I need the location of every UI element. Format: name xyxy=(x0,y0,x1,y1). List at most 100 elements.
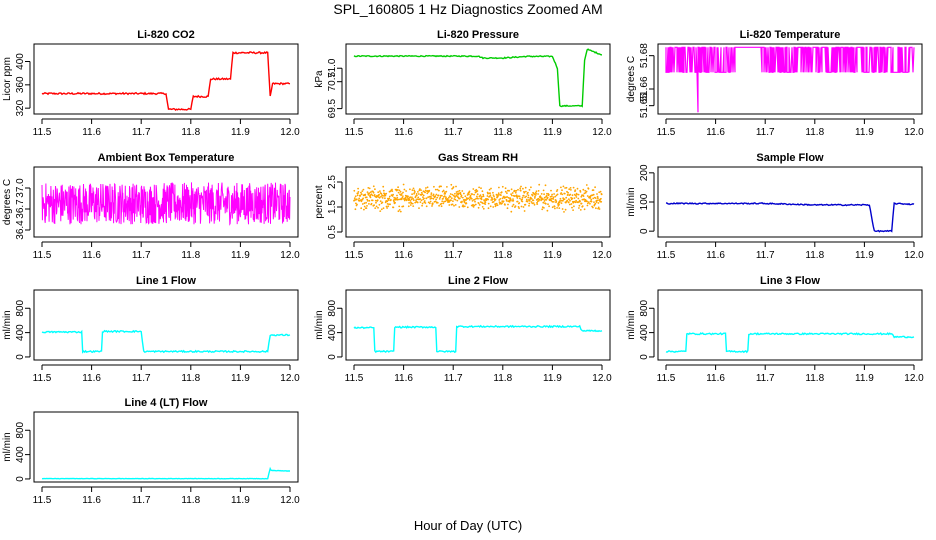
data-point xyxy=(511,205,514,208)
data-point xyxy=(412,197,414,200)
x-tick-label: 11.8 xyxy=(493,127,512,138)
data-point xyxy=(452,186,455,188)
data-point xyxy=(384,197,386,200)
x-tick-label: 11.9 xyxy=(855,373,874,384)
data-point xyxy=(492,194,495,197)
data-point xyxy=(360,200,363,203)
data-point xyxy=(478,204,481,206)
data-point xyxy=(484,203,487,206)
data-point xyxy=(455,185,457,188)
data-point xyxy=(430,192,433,195)
data-point xyxy=(482,195,485,198)
data-point xyxy=(575,199,577,202)
panel-title: Sample Flow xyxy=(756,152,824,164)
y-tick-label: 400 xyxy=(15,324,26,341)
x-tick-label: 11.6 xyxy=(394,250,413,261)
x-tick-label: 11.5 xyxy=(657,250,676,261)
data-point xyxy=(440,205,443,208)
data-point xyxy=(420,191,423,194)
data-point xyxy=(597,197,599,200)
data-point xyxy=(547,203,549,206)
data-point xyxy=(368,199,371,202)
data-point xyxy=(419,201,422,204)
data-point xyxy=(376,199,379,202)
data-point xyxy=(442,202,445,205)
data-point xyxy=(371,199,374,202)
data-point xyxy=(366,200,369,202)
x-tick-label: 11.8 xyxy=(805,127,824,138)
data-point xyxy=(537,190,540,192)
data-point xyxy=(380,192,383,195)
data-point xyxy=(366,191,369,194)
data-point xyxy=(586,195,589,197)
data-point xyxy=(415,193,418,195)
data-point xyxy=(463,192,465,195)
data-point xyxy=(547,193,550,196)
x-tick-label: 11.5 xyxy=(657,127,676,138)
data-point xyxy=(507,203,509,206)
data-point xyxy=(531,202,534,205)
data-point xyxy=(416,198,418,201)
data-point xyxy=(499,198,502,200)
data-point xyxy=(571,194,574,197)
data-point xyxy=(359,194,362,197)
data-point xyxy=(543,200,546,202)
data-point xyxy=(530,186,532,189)
data-point xyxy=(357,192,359,195)
panel-title: Ambient Box Temperature xyxy=(98,152,235,164)
data-point xyxy=(420,189,422,192)
data-point xyxy=(509,198,512,201)
data-point xyxy=(564,208,567,211)
data-point xyxy=(581,205,584,208)
y-axis-label: ml/min xyxy=(314,310,325,339)
data-point xyxy=(409,200,412,202)
data-point xyxy=(530,201,533,203)
x-tick-label: 11.5 xyxy=(33,495,52,506)
data-point xyxy=(447,196,450,199)
data-point xyxy=(443,195,446,198)
data-point xyxy=(504,204,506,206)
data-point xyxy=(354,195,357,198)
data-point xyxy=(510,210,513,213)
data-point xyxy=(496,195,499,198)
data-point xyxy=(554,207,556,210)
data-point xyxy=(445,190,448,193)
data-point xyxy=(368,187,371,190)
data-point xyxy=(512,203,515,206)
data-point xyxy=(365,207,368,210)
data-point xyxy=(521,196,524,199)
data-point xyxy=(421,202,424,205)
data-point xyxy=(357,187,359,190)
data-point xyxy=(552,201,555,203)
x-tick-label: 12.0 xyxy=(280,495,300,506)
data-point xyxy=(566,193,569,196)
data-point xyxy=(501,185,504,188)
data-point xyxy=(546,209,549,212)
x-tick-label: 11.7 xyxy=(756,127,775,138)
data-point xyxy=(522,206,525,208)
data-point xyxy=(442,197,444,200)
data-point xyxy=(489,205,492,208)
data-point xyxy=(386,200,389,203)
x-tick-label: 11.6 xyxy=(706,127,725,138)
data-point xyxy=(565,186,568,189)
data-point xyxy=(481,190,484,193)
data-point xyxy=(374,188,376,191)
series-line xyxy=(41,51,291,111)
data-point xyxy=(489,192,491,195)
data-point xyxy=(479,194,482,197)
data-point xyxy=(457,192,460,195)
data-point xyxy=(461,196,464,199)
data-point xyxy=(572,186,575,189)
y-axis-label: degrees C xyxy=(2,179,13,225)
y-tick-label: 400 xyxy=(15,53,26,70)
data-point xyxy=(508,189,510,192)
data-point xyxy=(464,195,467,198)
data-point xyxy=(594,197,597,200)
data-point xyxy=(542,189,545,192)
data-point xyxy=(519,187,522,190)
data-point xyxy=(394,201,396,204)
data-point xyxy=(459,191,462,194)
data-point xyxy=(434,200,437,203)
data-point xyxy=(396,194,398,197)
